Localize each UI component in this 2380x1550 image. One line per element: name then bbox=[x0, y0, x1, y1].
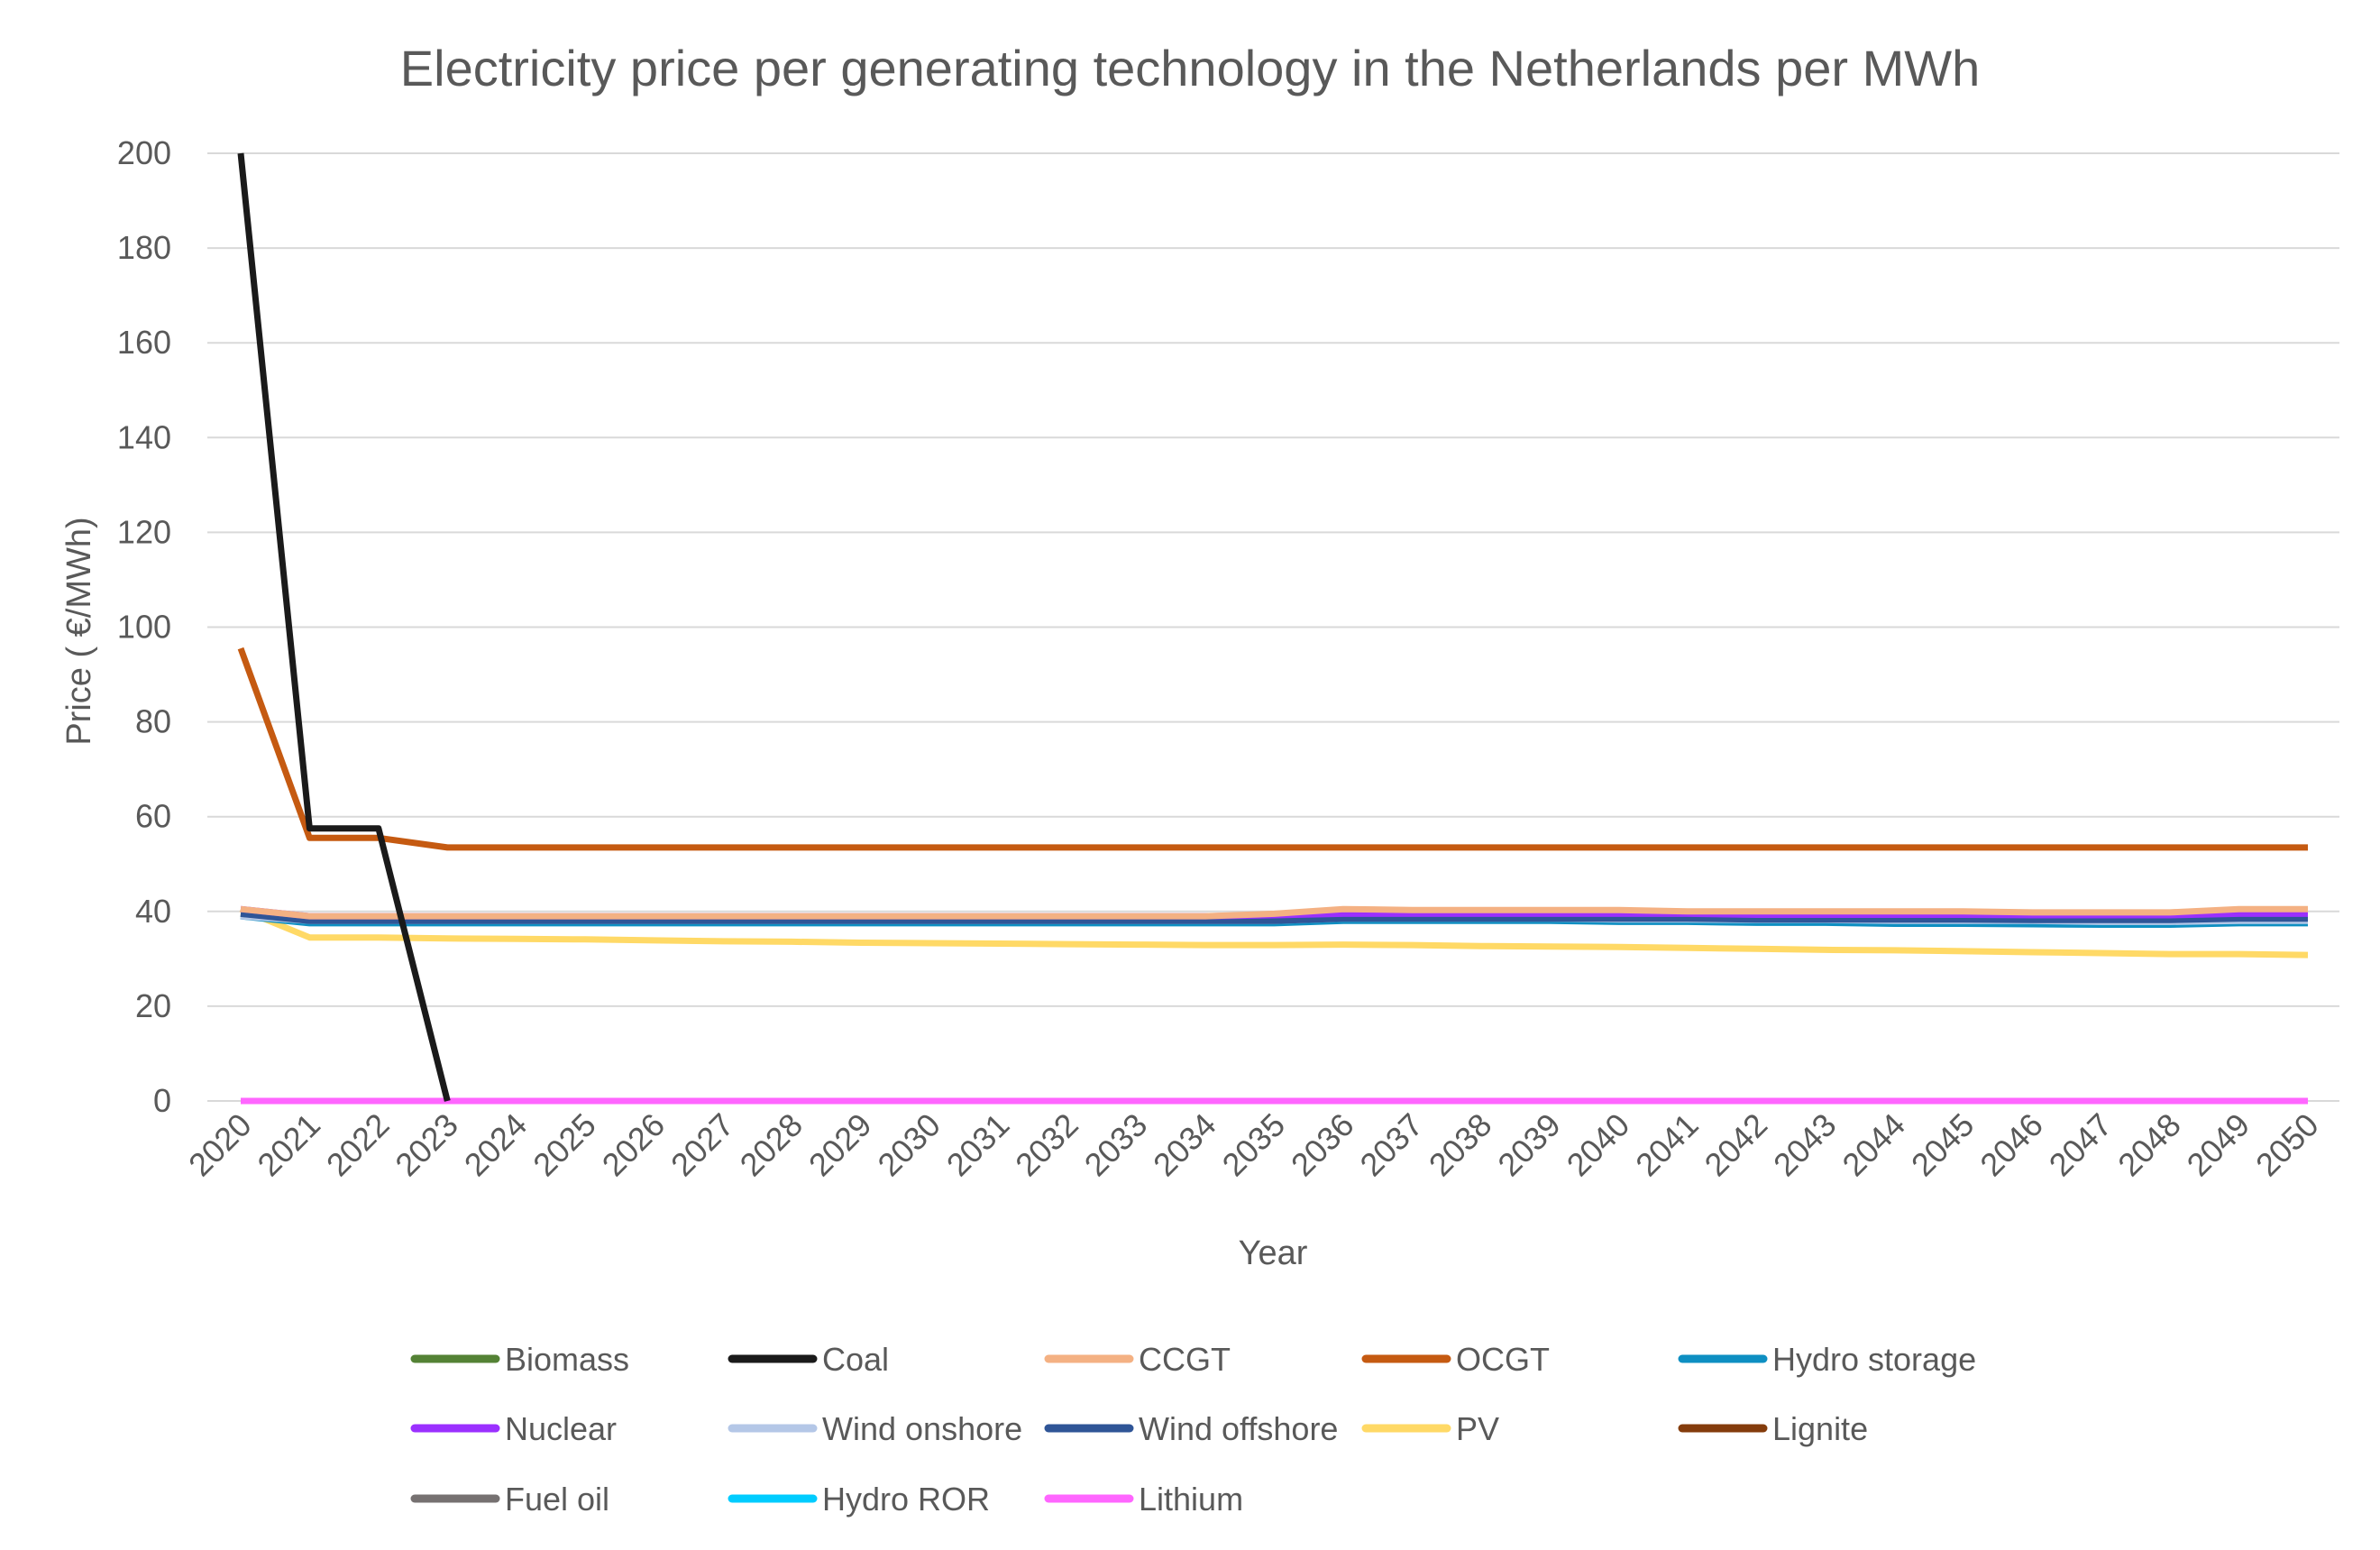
y-tick-label: 80 bbox=[135, 703, 171, 740]
x-tick-label: 2038 bbox=[1422, 1106, 1499, 1184]
x-tick-label: 2021 bbox=[250, 1106, 327, 1184]
x-axis-title: Year bbox=[1239, 1234, 1308, 1272]
legend-label-hydro-storage: Hydro storage bbox=[1772, 1341, 1976, 1378]
legend-label-fuel-oil: Fuel oil bbox=[505, 1481, 609, 1518]
series-line-ccgt bbox=[240, 905, 2308, 920]
y-tick-label: 120 bbox=[117, 513, 171, 550]
series-line-wind-offshore bbox=[240, 910, 2308, 924]
x-tick-label: 2023 bbox=[388, 1106, 465, 1184]
y-tick-label: 200 bbox=[117, 134, 171, 171]
x-tick-label: 2049 bbox=[2180, 1106, 2257, 1184]
y-tick-label: 180 bbox=[117, 229, 171, 266]
legend-label-wind-onshore: Wind onshore bbox=[822, 1410, 1022, 1447]
legend-label-biomass: Biomass bbox=[505, 1341, 629, 1378]
x-tick-label: 2032 bbox=[1008, 1106, 1085, 1184]
x-tick-label: 2037 bbox=[1352, 1106, 1430, 1184]
x-tick-label: 2029 bbox=[801, 1106, 879, 1184]
legend-label-pv: PV bbox=[1456, 1410, 1499, 1447]
x-tick-label: 2046 bbox=[1973, 1106, 2050, 1184]
x-tick-label: 2025 bbox=[526, 1106, 603, 1184]
x-tick-label: 2045 bbox=[1904, 1106, 1982, 1184]
x-tick-label: 2027 bbox=[664, 1106, 741, 1184]
x-tick-label: 2041 bbox=[1628, 1106, 1706, 1184]
y-tick-label: 100 bbox=[117, 609, 171, 646]
x-tick-label: 2047 bbox=[2042, 1106, 2119, 1184]
y-tick-label: 60 bbox=[135, 798, 171, 835]
legend-label-ccgt: CCGT bbox=[1139, 1341, 1231, 1378]
y-tick-label: 160 bbox=[117, 324, 171, 361]
chart-title: Electricity price per generating technol… bbox=[400, 40, 1980, 96]
series-line-coal bbox=[237, 152, 451, 1102]
y-tick-label: 0 bbox=[153, 1082, 171, 1119]
x-tick-label: 2039 bbox=[1490, 1106, 1568, 1184]
x-tick-label: 2030 bbox=[870, 1106, 947, 1184]
x-tick-label: 2042 bbox=[1698, 1106, 1775, 1184]
y-axis-title: Price ( €/MWh) bbox=[60, 517, 98, 745]
legend-label-wind-offshore: Wind offshore bbox=[1139, 1410, 1338, 1447]
legend-label-ocgt: OCGT bbox=[1456, 1341, 1550, 1378]
series-lines bbox=[237, 152, 2309, 1105]
x-tick-label: 2040 bbox=[1560, 1106, 1637, 1184]
y-tick-label: 40 bbox=[135, 893, 171, 930]
x-tick-label: 2036 bbox=[1284, 1106, 1361, 1184]
x-axis-ticks: 2020202120222023202420252026202720282029… bbox=[181, 1106, 2326, 1184]
x-tick-label: 2035 bbox=[1215, 1106, 1293, 1184]
x-tick-label: 2043 bbox=[1766, 1106, 1844, 1184]
x-tick-label: 2048 bbox=[2110, 1106, 2188, 1184]
x-tick-label: 2031 bbox=[939, 1106, 1017, 1184]
x-tick-label: 2044 bbox=[1835, 1106, 1912, 1184]
x-tick-label: 2024 bbox=[457, 1106, 535, 1184]
series-line-pv bbox=[239, 905, 2309, 958]
gridlines bbox=[207, 152, 2339, 1102]
legend-label-nuclear: Nuclear bbox=[505, 1410, 617, 1447]
x-tick-label: 2028 bbox=[732, 1106, 810, 1184]
x-tick-label: 2020 bbox=[181, 1106, 259, 1184]
y-tick-label: 140 bbox=[117, 418, 171, 455]
x-tick-label: 2034 bbox=[1146, 1106, 1223, 1184]
legend-label-hydro-ror: Hydro ROR bbox=[822, 1481, 990, 1518]
y-axis-ticks: 0 20 40 60 80 100 120 140 160 180 200 bbox=[117, 134, 171, 1119]
x-tick-label: 2033 bbox=[1077, 1106, 1155, 1184]
legend: Biomass Coal CCGT OCGT Hydro storage Nuclear W… bbox=[410, 1341, 1976, 1518]
legend-label-lithium: Lithium bbox=[1139, 1481, 1243, 1518]
x-tick-label: 2026 bbox=[595, 1106, 673, 1184]
legend-label-lignite: Lignite bbox=[1772, 1410, 1868, 1447]
y-tick-label: 20 bbox=[135, 987, 171, 1024]
series-line-ocgt bbox=[237, 647, 2308, 851]
legend-label-coal: Coal bbox=[822, 1341, 889, 1378]
x-tick-label: 2050 bbox=[2248, 1106, 2326, 1184]
x-tick-label: 2022 bbox=[319, 1106, 397, 1184]
